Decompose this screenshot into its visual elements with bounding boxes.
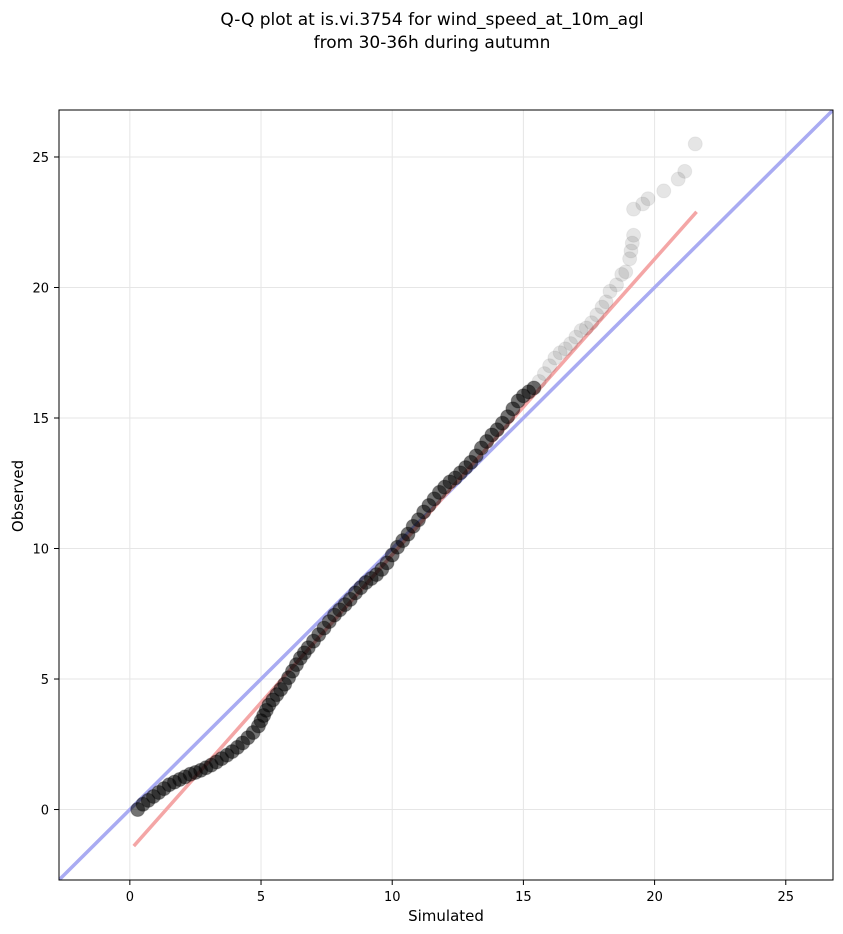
plot-marks — [59, 110, 833, 880]
data-point — [656, 183, 672, 199]
data-point — [598, 294, 614, 310]
data-point — [626, 227, 642, 243]
y-tick-label: 0 — [41, 804, 49, 819]
data-point — [584, 315, 600, 331]
y-tick-label: 5 — [41, 673, 49, 688]
data-point — [589, 307, 605, 323]
data-point — [547, 350, 563, 366]
y-tick-label: 25 — [32, 151, 49, 166]
x-tick-label: 20 — [646, 890, 663, 905]
data-point — [568, 329, 584, 345]
data-point — [573, 323, 589, 339]
chart-title: Q-Q plot at is.vi.3754 for wind_speed_at… — [220, 10, 643, 30]
data-point — [602, 283, 618, 299]
data-point — [536, 366, 552, 382]
x-tick-label: 0 — [126, 890, 134, 905]
plot-frame — [58, 109, 834, 881]
data-point — [618, 264, 634, 280]
data-point — [578, 320, 594, 336]
data-point — [624, 235, 640, 251]
x-tick-label: 5 — [257, 890, 265, 905]
data-point — [640, 191, 656, 207]
data-point — [552, 345, 568, 361]
chart-subtitle: from 30-36h during autumn — [314, 33, 551, 53]
data-point — [594, 299, 610, 315]
data-point — [623, 243, 639, 259]
y-tick-label: 15 — [32, 412, 49, 427]
data-point — [635, 196, 651, 212]
x-tick-label: 15 — [515, 890, 532, 905]
x-axis-label: Simulated — [408, 907, 484, 925]
x-tick-label: 10 — [384, 890, 401, 905]
grid-lines — [59, 110, 833, 880]
x-axis-ticks: 0 5 10 15 20 25 — [126, 880, 794, 905]
data-point — [670, 171, 686, 187]
data-point — [687, 136, 703, 152]
x-tick-label: 25 — [777, 890, 794, 905]
y-tick-label: 20 — [32, 281, 49, 296]
data-point — [677, 163, 693, 179]
y-tick-label: 10 — [32, 543, 49, 558]
data-point — [542, 358, 558, 374]
data-point — [609, 277, 625, 293]
data-point — [622, 251, 638, 267]
data-point — [526, 380, 542, 396]
data-point — [563, 336, 579, 352]
data-point — [531, 373, 547, 389]
data-point — [557, 341, 573, 357]
y-axis-ticks: 0 5 10 15 20 25 — [32, 151, 59, 819]
y-axis-label: Observed — [9, 460, 27, 532]
data-point — [614, 266, 630, 282]
data-point — [626, 201, 642, 217]
